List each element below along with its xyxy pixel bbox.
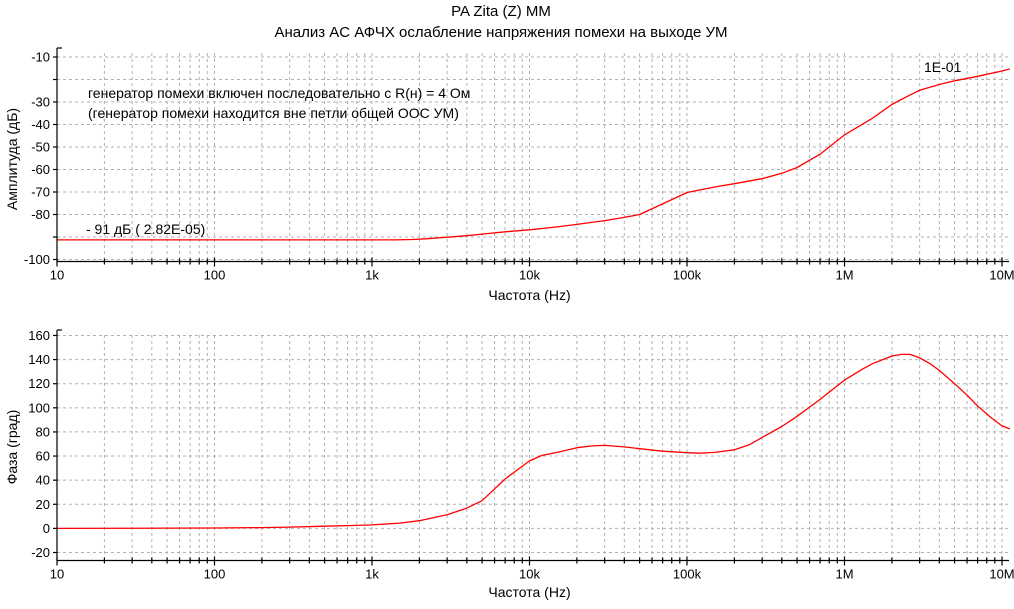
y-tick-label: -20 <box>31 545 50 560</box>
x-tick-label: 100k <box>673 567 702 582</box>
y-tick-label: 140 <box>28 352 50 367</box>
y-tick-label: -80 <box>31 207 50 222</box>
x-tick-label: 100k <box>673 268 702 283</box>
y-tick-label: 40 <box>36 473 50 488</box>
y-tick-label: -30 <box>31 95 50 110</box>
axes <box>53 47 1009 267</box>
noise-generator-note-line2: (генератор помехи находится вне петли об… <box>88 105 459 121</box>
noise-attenuation-curve <box>57 68 1010 241</box>
y-tick-label: 20 <box>36 497 50 512</box>
x-tick-label: 1k <box>365 567 379 582</box>
plot-title: PA Zita (Z) MM <box>451 3 551 20</box>
grid <box>57 334 1009 561</box>
x-tick-label: 10 <box>50 268 64 283</box>
trace-value-label: 1E-01 <box>924 59 962 75</box>
y-tick-label: -60 <box>31 162 50 177</box>
x-tick-label: 10M <box>989 268 1014 283</box>
y-tick-label: 160 <box>28 328 50 343</box>
y-tick-label: 60 <box>36 449 50 464</box>
x-tick-label: 100 <box>204 567 226 582</box>
x-tick-label: 10M <box>989 567 1014 582</box>
y-tick-label: -50 <box>31 140 50 155</box>
phase-curve <box>56 353 1011 530</box>
noise-generator-note-line1: генератор помехи включен последовательно… <box>88 85 471 101</box>
y-tick-label: 80 <box>36 424 50 439</box>
y-tick-label: -40 <box>31 117 50 132</box>
x-tick-label: 1k <box>365 268 379 283</box>
amplitude-axis-title: Амплитуда (дБ) <box>4 107 20 211</box>
y-tick-label: 100 <box>28 400 50 415</box>
level-annotation: - 91 дБ ( 2.82E-05) <box>86 221 206 237</box>
y-tick-label: -100 <box>24 252 50 267</box>
x-tick-label: 10 <box>50 567 64 582</box>
plot-subtitle: Анализ AC АФЧХ ослабление напряжения пом… <box>274 24 728 41</box>
x-tick-label: 100 <box>204 268 226 283</box>
y-tick-label: 0 <box>43 521 50 536</box>
frequency-axis-title-phase: Частота (Hz) <box>488 584 571 600</box>
x-tick-label: 1M <box>835 567 853 582</box>
x-tick-label: 1M <box>835 268 853 283</box>
axes <box>53 329 1009 566</box>
y-tick-label: 120 <box>28 376 50 391</box>
grid <box>57 53 1009 262</box>
y-tick-label: -70 <box>31 185 50 200</box>
y-tick-label: -10 <box>31 50 50 65</box>
x-tick-label: 10k <box>519 567 540 582</box>
phase-axis-title: Фаза (град) <box>4 409 20 485</box>
x-tick-label: 10k <box>519 268 540 283</box>
frequency-axis-title-amplitude: Частота (Hz) <box>488 287 571 303</box>
